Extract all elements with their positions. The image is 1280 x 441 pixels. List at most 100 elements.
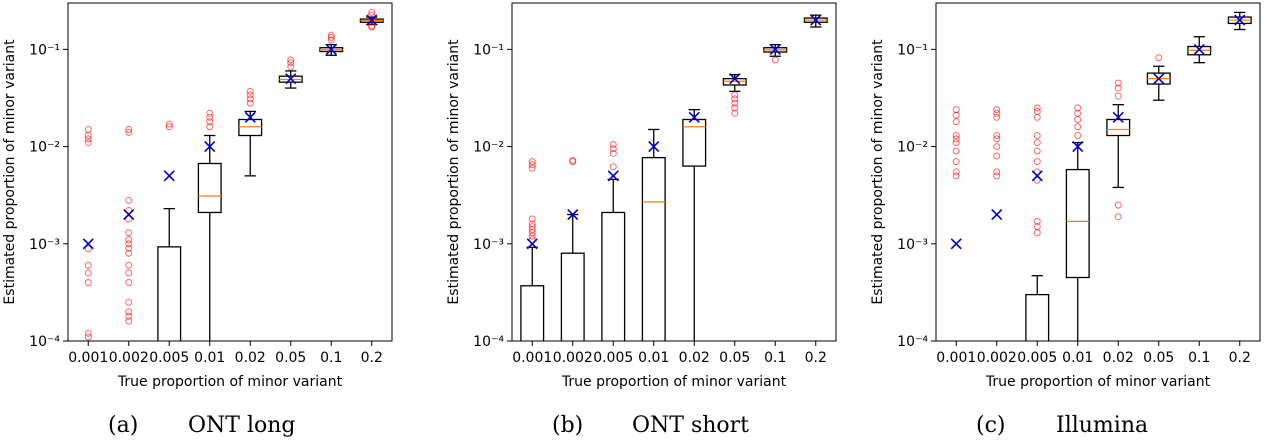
outlier (206, 109, 214, 117)
true-value-marker (366, 14, 378, 26)
outlier (206, 118, 214, 126)
y-tick-label: 10⁻³ (897, 237, 928, 253)
x-tick-label: 0.002 (977, 350, 1017, 366)
y-tick-label: 10⁻³ (29, 237, 60, 253)
x-axis-label: True proportion of minor variant (985, 374, 1211, 390)
outlier (1074, 104, 1082, 112)
true-value-marker (1072, 141, 1084, 153)
subplot: 10⁻⁴ 10⁻³ 10⁻² 10⁻¹ 0.001 0.002 0.005 0.01 0.02 0… (870, 2, 1261, 438)
x-tick-label: 0.02 (1103, 350, 1134, 366)
y-tick-label: 10⁻⁴ (29, 334, 60, 350)
outlier (952, 135, 960, 143)
outlier (206, 123, 214, 131)
outlier (84, 329, 92, 337)
outlier (1074, 132, 1082, 140)
x-tick-label: 0.02 (679, 350, 710, 366)
outlier (952, 158, 960, 166)
outlier (731, 109, 739, 117)
outlier (1114, 201, 1122, 209)
plot-content (82, 8, 384, 341)
true-value-marker (648, 141, 660, 153)
box (1106, 118, 1131, 137)
true-value-marker (244, 111, 256, 123)
outlier (1033, 158, 1041, 166)
y-tick-label: 10⁻⁴ (897, 334, 928, 350)
x-tick-label: 0.01 (638, 350, 669, 366)
outlier (368, 11, 376, 19)
plot-content (520, 14, 828, 341)
outlier (609, 163, 617, 171)
true-value-marker (526, 238, 538, 250)
outlier (952, 147, 960, 155)
y-axis-label: Estimated proportion of minor variant (870, 39, 886, 305)
outlier (993, 132, 1001, 140)
outlier (952, 106, 960, 114)
true-value-marker (1031, 170, 1043, 182)
outlier (993, 143, 1001, 151)
caption-label: (c) (976, 413, 1006, 438)
box (682, 118, 707, 167)
outlier (569, 156, 577, 164)
outlier (952, 111, 960, 119)
y-axis-label: Estimated proportion of minor variant (2, 39, 18, 305)
true-value-marker (325, 43, 337, 55)
outlier (528, 232, 536, 240)
outlier (1033, 104, 1041, 112)
true-value-marker (123, 208, 135, 221)
plot-frame (67, 2, 393, 342)
true-value-marker (285, 73, 297, 85)
outlier (1033, 132, 1041, 140)
outlier (125, 240, 133, 248)
plot-frame (511, 2, 837, 342)
x-tick-label: 0.02 (235, 350, 266, 366)
x-tick-label: 0.001 (512, 350, 552, 366)
subplot: 10⁻⁴ 10⁻³ 10⁻² 10⁻¹ 0.001 0.002 0.005 0.01 0.02 0… (446, 2, 837, 438)
true-value-marker (163, 170, 175, 182)
x-tick-label: 0.005 (1017, 350, 1057, 366)
box (560, 252, 585, 341)
outlier (731, 99, 739, 107)
outlier (1033, 217, 1041, 225)
outlier (327, 33, 335, 41)
outlier (528, 158, 536, 166)
outlier (993, 109, 1001, 117)
outlier (125, 249, 133, 257)
outlier (84, 333, 92, 341)
x-tick-label: 0.005 (593, 350, 633, 366)
outlier (609, 141, 617, 149)
outlier (1074, 115, 1082, 123)
outlier (609, 145, 617, 153)
outlier (125, 312, 133, 320)
y-tick-label: 10⁻² (473, 140, 504, 156)
x-tick-label: 0.002 (109, 350, 149, 366)
outlier (1033, 113, 1041, 121)
outlier (125, 196, 133, 204)
box (520, 285, 545, 341)
outlier (609, 149, 617, 157)
y-tick-label: 10⁻³ (473, 237, 504, 253)
outlier (287, 56, 295, 64)
outlier (1114, 213, 1122, 221)
true-value-marker (567, 208, 579, 221)
x-tick-label: 0.005 (149, 350, 189, 366)
outlier (731, 95, 739, 103)
outlier (246, 95, 254, 103)
true-value-marker (1153, 73, 1165, 85)
true-value-marker (991, 208, 1003, 221)
subplot: 10⁻⁴ 10⁻³ 10⁻² 10⁻¹ 0.001 0.002 0.005 0.01 0.02 0… (2, 2, 393, 438)
y-tick-label: 10⁻² (29, 140, 60, 156)
true-value-marker (729, 73, 741, 85)
outlier (993, 172, 1001, 180)
outlier (84, 269, 92, 277)
outlier (952, 139, 960, 147)
true-value-marker (204, 141, 216, 153)
outlier (125, 236, 133, 244)
outlier (528, 215, 536, 223)
outlier (84, 278, 92, 286)
outlier (125, 308, 133, 316)
y-tick-label: 10⁻¹ (29, 42, 60, 58)
y-tick-label: 10⁻¹ (897, 42, 928, 58)
x-tick-label: 0.2 (1229, 350, 1251, 366)
plot-frame (935, 2, 1261, 342)
outlier (84, 261, 92, 269)
